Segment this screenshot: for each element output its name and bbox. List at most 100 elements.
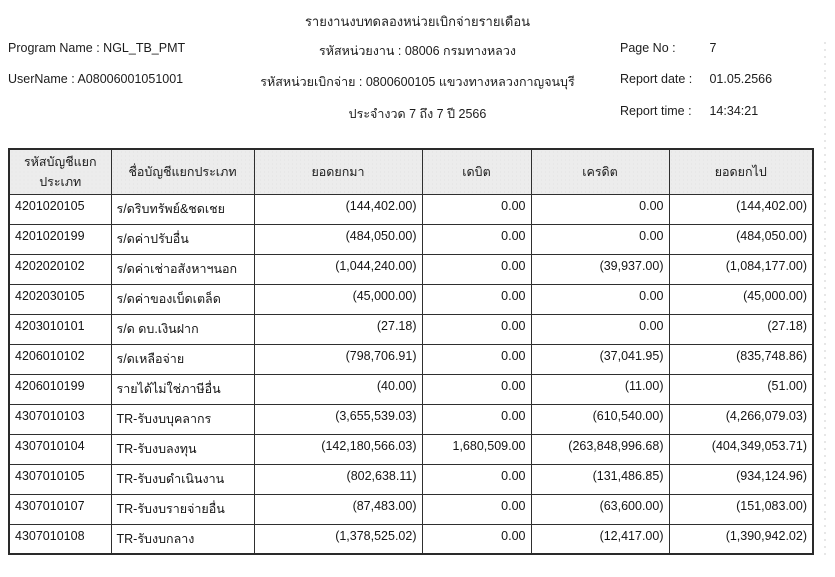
cell-account-code: 4203010101: [8, 313, 112, 345]
page-no-label: Page No :: [620, 41, 676, 55]
cell-ending-balance: (4,266,079.03): [668, 403, 814, 435]
cell-beginning-balance: (40.00): [253, 373, 423, 405]
cell-account-code: 4307010108: [8, 523, 112, 555]
report-title: รายงานงบทดลองหน่วยเบิกจ่ายรายเดือน: [304, 14, 531, 29]
page-no-value: 7: [709, 41, 717, 55]
page-no-line: Page No : 7: [620, 41, 716, 55]
cell-credit: 0.00: [530, 223, 670, 255]
cell-beginning-balance: (87,483.00): [253, 493, 423, 525]
cell-account-code: 4206010199: [8, 373, 112, 405]
cell-account-name: ร/ดค่าปรับอื่น: [110, 223, 255, 255]
cell-debit: 0.00: [421, 253, 532, 285]
cell-beginning-balance: (142,180,566.03): [253, 433, 423, 465]
cell-ending-balance: (1,390,942.02): [668, 523, 814, 555]
cell-credit: (37,041.95): [530, 343, 670, 375]
cell-credit: (131,486.85): [530, 463, 670, 495]
cell-account-name: ร/ด ดบ.เงินฝาก: [110, 313, 255, 345]
cell-debit: 0.00: [421, 223, 532, 255]
cell-account-name: TR-รับงบดำเนินงาน: [110, 463, 255, 495]
cell-account-name: TR-รับงบบุคลากร: [110, 403, 255, 435]
cell-account-code: 4307010105: [8, 463, 112, 495]
table-row: 4206010102 ร/ดเหลือจ่าย (798,706.91) 0.00 (3…: [8, 343, 814, 375]
report-time-value: 14:34:21: [709, 104, 759, 118]
period-line: ประจำงวด 7 ถึง 7 ปี 2566: [348, 107, 487, 121]
cell-credit: (610,540.00): [530, 403, 670, 435]
cell-account-name: รายได้ไม่ใช่ภาษีอื่น: [110, 373, 255, 405]
col-header-account-code: รหัสบัญชีแยกประเภท: [8, 148, 112, 195]
table-row: 4307010103 TR-รับงบบุคลากร (3,655,539.03) 0…: [8, 403, 814, 435]
cell-account-code: 4307010104: [8, 433, 112, 465]
table-body: 4201020105 ร/ดริบทรัพย์&ชดเชย (144,402.00)…: [8, 193, 814, 555]
cell-credit: (39,937.00): [530, 253, 670, 285]
report-date-line: Report date : 01.05.2566: [620, 72, 772, 86]
cell-debit: 0.00: [421, 193, 532, 225]
cell-ending-balance: (144,402.00): [668, 193, 814, 225]
cell-beginning-balance: (484,050.00): [253, 223, 423, 255]
table-row: 4201020105 ร/ดริบทรัพย์&ชดเชย (144,402.00)…: [8, 193, 814, 225]
cell-account-name: TR-รับงบกลาง: [110, 523, 255, 555]
cell-ending-balance: (45,000.00): [668, 283, 814, 315]
cell-credit: 0.00: [530, 193, 670, 225]
cell-debit: 0.00: [421, 493, 532, 525]
cell-account-name: TR-รับงบรายจ่ายอื่น: [110, 493, 255, 525]
table-header-row: รหัสบัญชีแยกประเภท ชื่อบัญชีแยกประเภท ยอดย…: [8, 148, 814, 195]
cell-credit: (11.00): [530, 373, 670, 405]
col-header-debit: เดบิต: [421, 148, 532, 195]
cell-beginning-balance: (3,655,539.03): [253, 403, 423, 435]
trial-balance-table: รหัสบัญชีแยกประเภท ชื่อบัญชีแยกประเภท ยอดย…: [8, 148, 814, 555]
cell-credit: 0.00: [530, 313, 670, 345]
cell-beginning-balance: (802,638.11): [253, 463, 423, 495]
cell-account-code: 4202030105: [8, 283, 112, 315]
cell-ending-balance: (484,050.00): [668, 223, 814, 255]
cell-account-code: 4307010103: [8, 403, 112, 435]
agency-code-line: รหัสหน่วยงาน : 08006 กรมทางหลวง: [319, 44, 516, 58]
cell-credit: (263,848,996.68): [530, 433, 670, 465]
cell-account-code: 4307010107: [8, 493, 112, 525]
disburse-unit-line: รหัสหน่วยเบิกจ่าย : 0800600105 แขวงทางหล…: [260, 75, 575, 89]
username-line: UserName : A08006001051001: [8, 72, 184, 86]
cell-account-name: ร/ดค่าของเบ็ดเตล็ด: [110, 283, 255, 315]
cell-beginning-balance: (144,402.00): [253, 193, 423, 225]
program-name-line: Program Name : NGL_TB_PMT: [8, 41, 186, 55]
cell-debit: 0.00: [421, 313, 532, 345]
table-row: 4202030105 ร/ดค่าของเบ็ดเตล็ด (45,000.00) 0…: [8, 283, 814, 315]
cell-account-name: TR-รับงบลงทุน: [110, 433, 255, 465]
report-time-label: Report time :: [620, 104, 692, 118]
cell-ending-balance: (51.00): [668, 373, 814, 405]
col-header-account-name: ชื่อบัญชีแยกประเภท: [110, 148, 255, 195]
cell-ending-balance: (934,124.96): [668, 463, 814, 495]
table-row: 4202020102 ร/ดค่าเช่าอสังหาฯนอก (1,044,240…: [8, 253, 814, 285]
col-header-credit: เครดิต: [530, 148, 670, 195]
report-date-value: 01.05.2566: [709, 72, 773, 86]
table-row: 4201020199 ร/ดค่าปรับอื่น (484,050.00) 0.00…: [8, 223, 814, 255]
table-row: 4307010104 TR-รับงบลงทุน (142,180,566.03) 1…: [8, 433, 814, 465]
col-header-ending-balance: ยอดยกไป: [668, 148, 814, 195]
cell-account-code: 4201020105: [8, 193, 112, 225]
cell-debit: 0.00: [421, 463, 532, 495]
cell-debit: 1,680,509.00: [421, 433, 532, 465]
cell-account-code: 4201020199: [8, 223, 112, 255]
cell-debit: 0.00: [421, 373, 532, 405]
table-row: 4203010101 ร/ด ดบ.เงินฝาก (27.18) 0.00 0.00(…: [8, 313, 814, 345]
cell-debit: 0.00: [421, 343, 532, 375]
table-row: 4307010107 TR-รับงบรายจ่ายอื่น (87,483.00)…: [8, 493, 814, 525]
scan-artifact-line: [824, 42, 826, 557]
cell-debit: 0.00: [421, 283, 532, 315]
cell-ending-balance: (1,084,177.00): [668, 253, 814, 285]
table-row: 4307010105 TR-รับงบดำเนินงาน (802,638.11) 0…: [8, 463, 814, 495]
cell-beginning-balance: (27.18): [253, 313, 423, 345]
cell-debit: 0.00: [421, 403, 532, 435]
table-row: 4307010108 TR-รับงบกลาง (1,378,525.02) 0.00…: [8, 523, 814, 555]
cell-account-name: ร/ดเหลือจ่าย: [110, 343, 255, 375]
report-date-label: Report date :: [620, 72, 693, 86]
table-row: 4206010199 รายได้ไม่ใช่ภาษีอื่น (40.00) 0.0…: [8, 373, 814, 405]
cell-ending-balance: (151,083.00): [668, 493, 814, 525]
col-header-beginning-balance: ยอดยกมา: [253, 148, 423, 195]
cell-account-code: 4206010102: [8, 343, 112, 375]
report-time-line: Report time : 14:34:21: [620, 104, 758, 118]
cell-ending-balance: (404,349,053.71): [668, 433, 814, 465]
cell-beginning-balance: (798,706.91): [253, 343, 423, 375]
cell-ending-balance: (835,748.86): [668, 343, 814, 375]
cell-beginning-balance: (1,044,240.00): [253, 253, 423, 285]
cell-account-name: ร/ดค่าเช่าอสังหาฯนอก: [110, 253, 255, 285]
